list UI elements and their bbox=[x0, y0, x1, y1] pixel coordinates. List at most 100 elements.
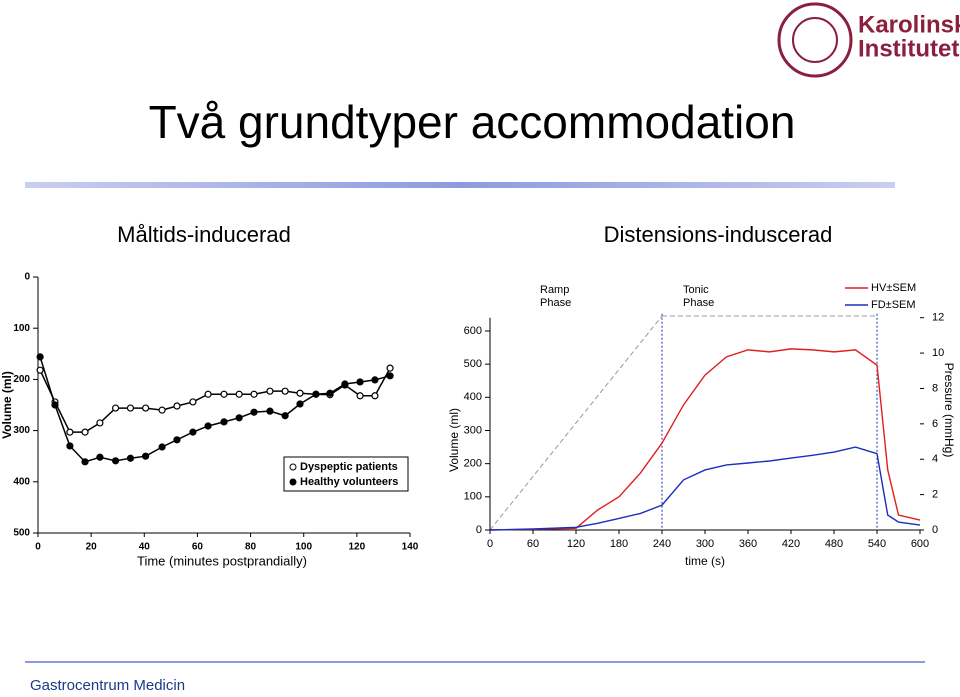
y-axis-label: Volume (ml) bbox=[447, 408, 461, 472]
x-axis-label: Time (minutes postprandially) bbox=[137, 553, 307, 568]
y-tick-label: 600 bbox=[464, 325, 482, 337]
legend-label: Healthy volunteers bbox=[300, 476, 398, 488]
logo-seal bbox=[777, 2, 853, 78]
data-point bbox=[296, 389, 304, 397]
x-tick-label: 100 bbox=[295, 542, 312, 553]
x-tick-label: 20 bbox=[86, 542, 98, 553]
data-point bbox=[250, 390, 258, 398]
y2-tick-label: 2 bbox=[932, 489, 938, 501]
data-point bbox=[204, 390, 212, 398]
x-tick-label: 40 bbox=[139, 542, 151, 553]
x-axis-label: time (s) bbox=[685, 554, 725, 568]
y-tick-label: 200 bbox=[464, 458, 482, 470]
x-tick-label: 240 bbox=[653, 538, 671, 550]
y2-tick-label: 8 bbox=[932, 382, 938, 394]
legend-marker bbox=[289, 463, 297, 471]
legend-label: FD±SEM bbox=[871, 299, 916, 311]
logo-text: Institutet bbox=[858, 35, 959, 62]
x-tick-label: 140 bbox=[402, 542, 419, 553]
data-point bbox=[386, 364, 394, 372]
y-axis-label: Volume (ml) bbox=[0, 371, 14, 439]
legend-label: HV±SEM bbox=[871, 282, 916, 294]
data-point bbox=[36, 366, 44, 374]
data-point bbox=[81, 458, 89, 466]
data-point bbox=[142, 452, 150, 460]
data-point bbox=[356, 378, 364, 386]
logo-text: Karolinska bbox=[858, 11, 960, 38]
y-tick-label: 400 bbox=[464, 391, 482, 403]
data-point bbox=[173, 402, 181, 410]
data-point bbox=[356, 392, 364, 400]
data-point bbox=[266, 387, 274, 395]
data-point bbox=[266, 407, 274, 415]
x-tick-label: 360 bbox=[739, 538, 757, 550]
legend-label: Dyspeptic patients bbox=[300, 461, 398, 473]
data-point bbox=[66, 442, 74, 450]
data-point bbox=[281, 412, 289, 420]
y2-tick-label: 10 bbox=[932, 347, 944, 359]
y-tick-label: 500 bbox=[464, 358, 482, 370]
data-point bbox=[250, 408, 258, 416]
y-tick-label: 0 bbox=[476, 524, 482, 536]
series-line bbox=[489, 348, 921, 531]
data-point bbox=[36, 353, 44, 361]
data-point bbox=[66, 428, 74, 436]
y-tick-label: 100 bbox=[464, 491, 482, 503]
data-point bbox=[281, 387, 289, 395]
phase-label: Phase bbox=[683, 297, 714, 309]
x-tick-label: 60 bbox=[192, 542, 204, 553]
legend-box bbox=[283, 456, 409, 492]
data-point bbox=[296, 400, 304, 408]
y-tick-label: 200 bbox=[13, 374, 30, 385]
y2-axis-label: Pressure (mmHg) bbox=[942, 363, 956, 458]
data-point bbox=[220, 418, 228, 426]
data-point bbox=[51, 401, 59, 409]
series-line bbox=[39, 367, 391, 433]
x-tick-label: 0 bbox=[487, 538, 493, 550]
data-point bbox=[341, 380, 349, 388]
logo-seal-inner bbox=[792, 17, 838, 63]
data-point bbox=[81, 428, 89, 436]
data-point bbox=[204, 422, 212, 430]
data-point bbox=[96, 419, 104, 427]
x-tick-label: 420 bbox=[782, 538, 800, 550]
data-point bbox=[96, 453, 104, 461]
data-point bbox=[371, 392, 379, 400]
x-tick-label: 180 bbox=[610, 538, 628, 550]
data-point bbox=[126, 404, 135, 412]
data-point bbox=[142, 404, 150, 412]
y2-tick-label: 4 bbox=[932, 453, 938, 465]
x-tick-label: 60 bbox=[527, 538, 539, 550]
y2-tick-label: 12 bbox=[932, 312, 944, 324]
x-tick-label: 540 bbox=[868, 538, 886, 550]
data-point bbox=[111, 457, 120, 465]
phase-label: Ramp bbox=[540, 284, 569, 296]
y-tick-label: 300 bbox=[464, 424, 482, 436]
data-point bbox=[326, 389, 334, 397]
x-tick-label: 300 bbox=[696, 538, 714, 550]
x-tick-label: 600 bbox=[911, 538, 929, 550]
slide-title: Två grundtyper accommodation bbox=[149, 96, 796, 148]
phase-label: Tonic bbox=[683, 284, 709, 296]
footer-rule bbox=[25, 661, 925, 663]
data-point bbox=[220, 390, 228, 398]
ramp-target bbox=[489, 315, 663, 531]
x-tick-label: 120 bbox=[567, 538, 585, 550]
subtitle: Måltids-inducerad bbox=[117, 222, 291, 247]
data-point bbox=[312, 390, 320, 398]
data-point bbox=[126, 454, 135, 462]
data-point bbox=[158, 443, 166, 451]
data-point bbox=[371, 376, 379, 384]
data-point bbox=[235, 390, 243, 398]
data-point bbox=[235, 414, 243, 422]
subtitle: Distensions-induscerad bbox=[604, 222, 833, 247]
y-tick-label: 0 bbox=[24, 272, 30, 283]
data-point bbox=[189, 398, 197, 406]
series-line bbox=[39, 356, 391, 463]
data-point bbox=[189, 428, 197, 436]
footer: Gastrocentrum Medicin bbox=[30, 677, 185, 694]
y-tick-label: 300 bbox=[13, 425, 30, 436]
phase-label: Phase bbox=[540, 297, 571, 309]
data-point bbox=[386, 372, 394, 380]
